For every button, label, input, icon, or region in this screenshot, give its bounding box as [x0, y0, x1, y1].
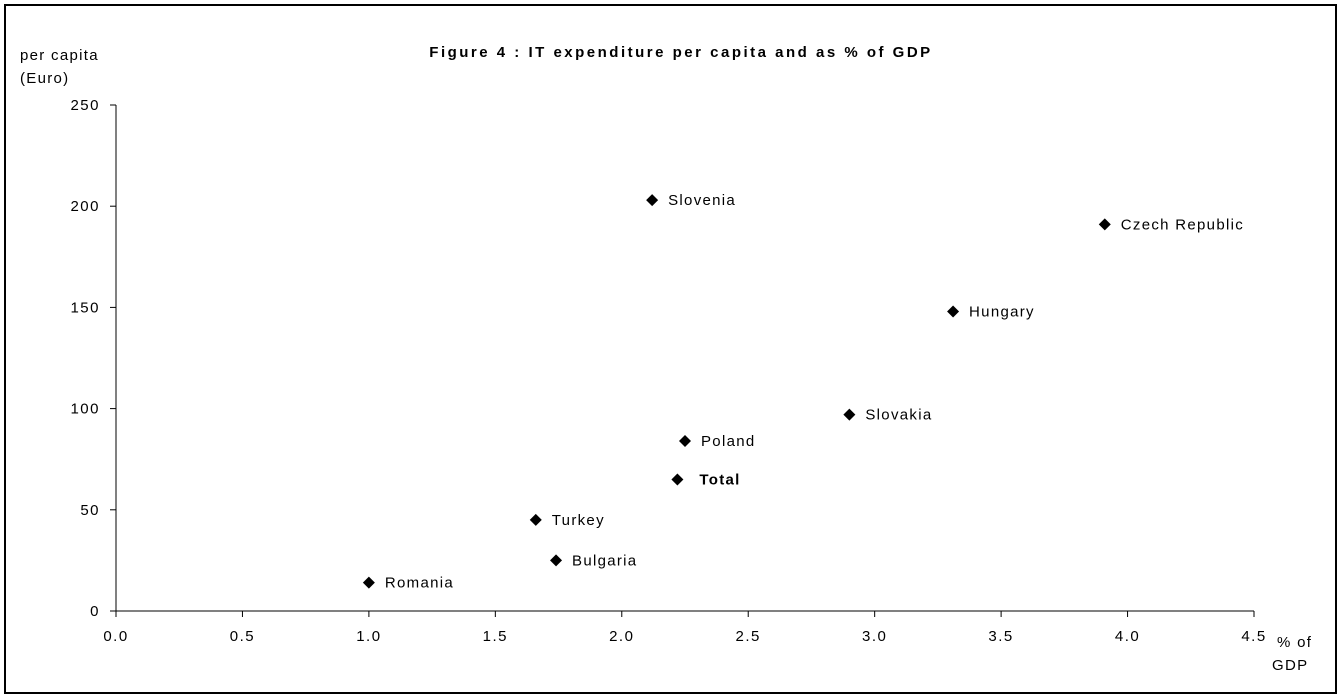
- point-marker: [843, 408, 856, 421]
- x-tick-label: 3.0: [862, 628, 887, 645]
- x-tick-label: 1.0: [356, 628, 381, 645]
- point-marker: [529, 513, 542, 526]
- y-tick-label: 250: [70, 97, 100, 114]
- x-tick-label: 4.5: [1241, 628, 1266, 645]
- x-tick-label: 3.5: [988, 628, 1013, 645]
- y-tick-label: 50: [80, 502, 100, 519]
- point-marker: [1098, 218, 1111, 231]
- y-tick-label: 200: [70, 198, 100, 215]
- point-marker: [362, 576, 375, 589]
- point-label: Romania: [385, 575, 454, 592]
- chart-title: Figure 4 : IT expenditure per capita and…: [429, 44, 932, 61]
- x-tick-label: 2.5: [736, 628, 761, 645]
- x-tick-label: 2.0: [609, 628, 634, 645]
- point-label: Turkey: [552, 512, 605, 529]
- point-marker: [550, 554, 563, 567]
- x-axis-title-line-1: % of: [1277, 634, 1312, 651]
- chart-frame: [4, 4, 1337, 694]
- x-tick-label: 4.0: [1115, 628, 1140, 645]
- point-label: Total: [699, 471, 740, 488]
- y-axis-title-line-1: per capita: [20, 47, 99, 64]
- x-axis-title-line-2: GDP: [1272, 657, 1308, 674]
- point-marker: [679, 434, 691, 447]
- point-marker: [671, 473, 684, 486]
- data-points: Slovenia Czech Republic Hungary Slovakia Pol…: [362, 192, 1244, 592]
- x-tick-label: 1.5: [483, 628, 508, 645]
- x-tick-label: 0.5: [230, 628, 255, 645]
- x-tick-label: 0.0: [103, 628, 128, 645]
- y-tick-label: 0: [90, 603, 100, 620]
- point-label: Slovakia: [865, 407, 932, 424]
- point-marker: [947, 305, 960, 318]
- y-axis-title-line-2: (Euro): [20, 70, 69, 87]
- point-label: Czech Republic: [1121, 216, 1244, 233]
- x-axis-ticks: 0.0 0.5 1.0 1.5 2.0 2.5 3.0 3.5 4.0 4.5: [103, 611, 1266, 645]
- y-tick-label: 100: [70, 401, 100, 418]
- point-marker: [646, 194, 659, 207]
- y-axis-ticks: 0 50 100 150 200 250: [70, 97, 116, 620]
- point-label: Poland: [701, 433, 756, 450]
- point-label: Hungary: [969, 303, 1035, 320]
- y-tick-label: 150: [70, 299, 100, 316]
- point-label: Slovenia: [668, 192, 736, 209]
- point-label: Bulgaria: [572, 552, 637, 569]
